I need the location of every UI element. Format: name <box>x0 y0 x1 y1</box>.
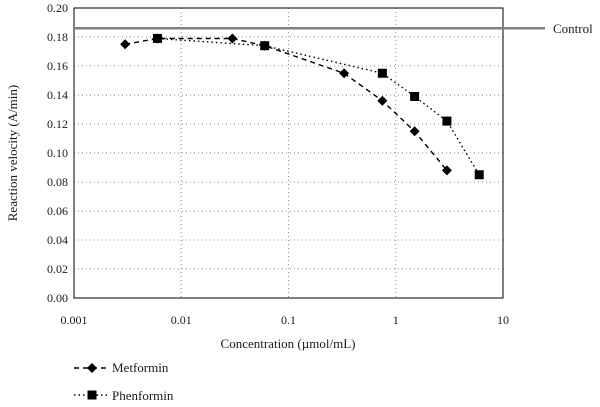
data-point-phenformin <box>410 91 420 101</box>
x-tick-label: 0.001 <box>61 313 88 327</box>
data-point-metformin <box>441 165 452 176</box>
x-tick-label: 10 <box>497 313 509 327</box>
y-tick-label: 0.18 <box>47 30 68 44</box>
data-point-metformin <box>120 39 131 50</box>
y-axis-title: Reaction velocity (A/min) <box>5 85 20 221</box>
y-tick-label: 0.02 <box>47 262 68 276</box>
data-point-phenformin <box>152 33 162 43</box>
x-tick-label: 1 <box>393 313 399 327</box>
series-line-phenformin <box>157 37 480 176</box>
data-point-phenformin <box>377 68 387 78</box>
y-tick-label: 0.14 <box>47 88 68 102</box>
control-label: Control <box>553 21 593 36</box>
y-tick-label: 0.04 <box>47 233 68 247</box>
legend: Metformin Phenformin <box>74 360 174 403</box>
y-tick-label: 0.06 <box>47 204 68 218</box>
y-tick-label: 0.12 <box>47 117 68 131</box>
data-point-phenformin <box>260 41 270 51</box>
legend-marker-phenformin <box>87 390 97 400</box>
plot-area <box>73 7 504 299</box>
tick-labels: 0.00 0.02 0.04 0.06 0.08 0.10 0.12 0.14 0.16 0.18… <box>47 1 509 327</box>
control-reference: Control <box>74 21 593 36</box>
data-point-metformin <box>339 68 350 79</box>
data-point-metformin <box>227 33 238 44</box>
y-tick-label: 0.00 <box>47 291 68 305</box>
data-point-metformin <box>377 95 388 106</box>
legend-marker-metformin <box>87 363 97 373</box>
x-axis-title: Concentration (µmol/mL) <box>221 336 356 351</box>
series-layer <box>120 33 484 180</box>
legend-label-phenformin: Phenformin <box>112 388 174 403</box>
y-tick-label: 0.10 <box>47 146 68 160</box>
x-tick-label: 0.01 <box>171 313 192 327</box>
x-tick-label: 0.1 <box>281 313 296 327</box>
series-line-metformin <box>125 37 448 171</box>
y-tick-label: 0.20 <box>47 1 68 15</box>
y-tick-label: 0.08 <box>47 175 68 189</box>
data-point-metformin <box>409 126 420 137</box>
legend-label-metformin: Metformin <box>112 360 169 375</box>
data-point-phenformin <box>442 116 452 126</box>
gridlines <box>74 8 503 298</box>
data-point-phenformin <box>474 170 484 180</box>
series-metformin <box>120 33 452 176</box>
y-tick-label: 0.16 <box>47 59 68 73</box>
series-phenformin <box>152 33 484 180</box>
